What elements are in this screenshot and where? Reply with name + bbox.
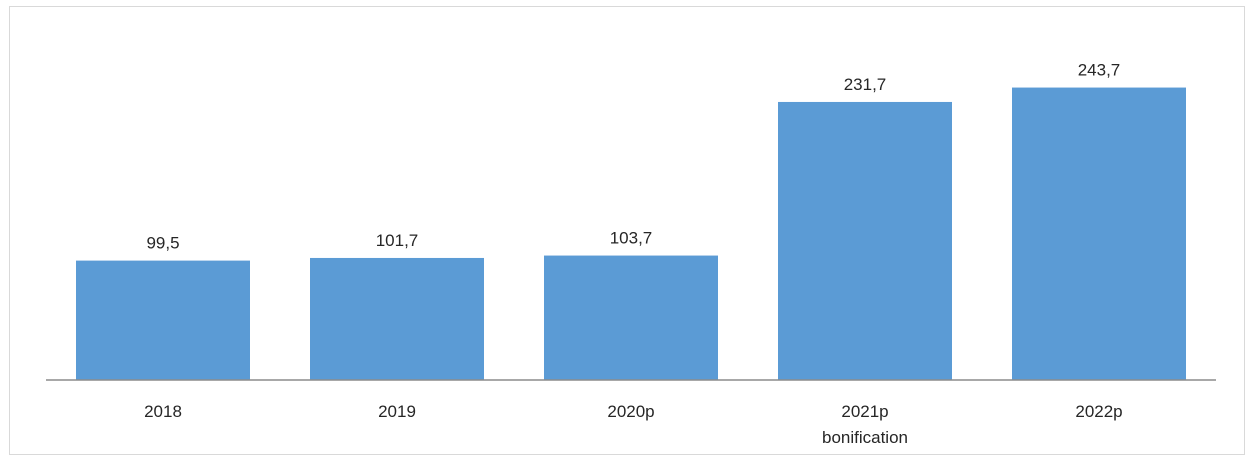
category-label-4: 2022p [1075, 402, 1122, 421]
bar-2 [544, 255, 718, 380]
bar-3 [778, 101, 952, 381]
category-label-3-line-0: 2021p [841, 402, 888, 421]
category-label-1: 2019 [378, 402, 416, 421]
category-labels-layer: 2018 2019 2020p 2021p bonification 2022p [144, 402, 1123, 447]
value-label-4: 243,7 [1078, 61, 1121, 80]
bar-4 [1012, 87, 1186, 380]
value-label-1: 101,7 [376, 231, 419, 250]
bars-layer [76, 87, 1186, 381]
category-label-2: 2020p [607, 402, 654, 421]
value-labels-layer: 99,5 101,7 103,7 231,7 243,7 [146, 61, 1120, 253]
category-label-3-line-1: bonification [822, 428, 908, 447]
bar-1 [310, 257, 484, 380]
value-label-0: 99,5 [146, 234, 179, 253]
value-label-2: 103,7 [610, 229, 653, 248]
bar-0 [76, 260, 250, 380]
value-label-3: 231,7 [844, 75, 887, 94]
category-label-0: 2018 [144, 402, 182, 421]
